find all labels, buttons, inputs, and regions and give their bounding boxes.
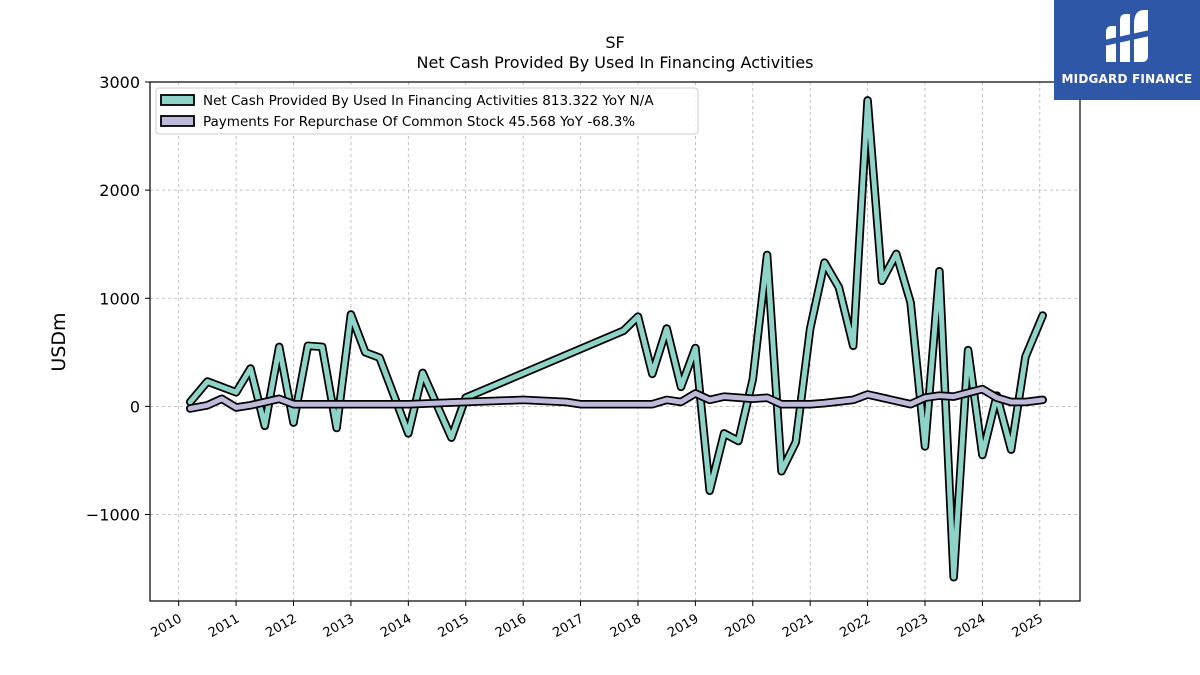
chart-title: SF	[605, 33, 624, 52]
legend-box	[155, 87, 699, 135]
y-tick-label: 0	[130, 397, 140, 416]
legend-swatch	[160, 115, 195, 127]
plot-frame	[149, 81, 1081, 602]
logo-text: MIDGARD FINANCE	[1061, 72, 1193, 86]
logo-mark-icon	[1104, 10, 1150, 62]
series-layer	[185, 96, 1047, 582]
legend-swatch	[160, 94, 195, 106]
series-1-line	[187, 97, 1046, 580]
legend-label: Net Cash Provided By Used In Financing A…	[203, 93, 654, 109]
y-axis-label: USDm	[48, 312, 70, 371]
y-tick-label: 2000	[99, 181, 140, 200]
y-tick-label: −1000	[86, 506, 140, 525]
y-tick-label: 1000	[99, 289, 140, 308]
y-axis-ticks: −1000 0 1000 2000 3000	[86, 73, 150, 525]
chart-subtitle: Net Cash Provided By Used In Financing A…	[416, 53, 813, 72]
grid	[150, 81, 1080, 601]
legend-label: Payments For Repurchase Of Common Stock …	[203, 114, 635, 130]
y-tick-label: 3000	[99, 73, 140, 92]
series-2-line	[187, 386, 1046, 411]
logo: MIDGARD FINANCE	[1054, 0, 1200, 100]
legend: Net Cash Provided By Used In Financing A…	[155, 87, 699, 135]
